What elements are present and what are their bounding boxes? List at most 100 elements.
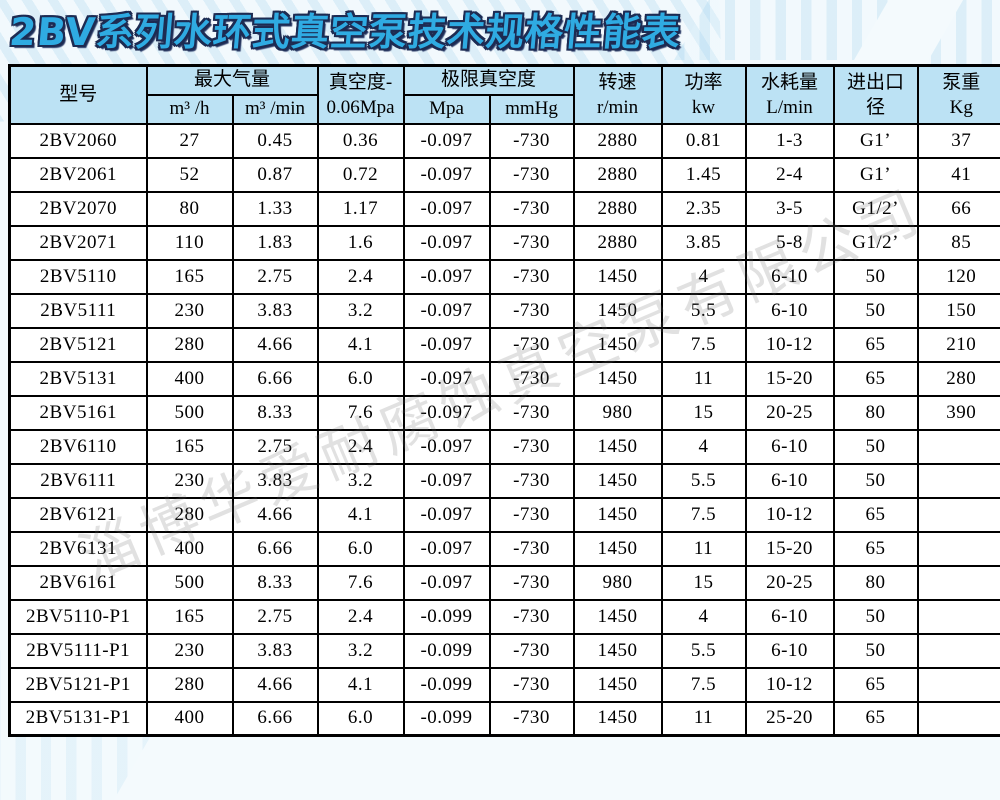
- value-cell: -730: [490, 226, 574, 260]
- model-cell: 2BV5121: [10, 328, 147, 362]
- value-cell: 6-10: [746, 600, 834, 634]
- value-cell: 1.83: [233, 226, 318, 260]
- value-cell: 8.33: [233, 396, 318, 430]
- value-cell: 4.66: [233, 328, 318, 362]
- value-cell: -0.097: [404, 294, 490, 328]
- value-cell: -0.097: [404, 430, 490, 464]
- value-cell: 7.5: [662, 328, 746, 362]
- value-cell: [918, 668, 1000, 702]
- value-cell: [918, 566, 1000, 600]
- header-power-line2: kw: [663, 95, 745, 120]
- value-cell: G1/2’: [834, 226, 918, 260]
- value-cell: 20-25: [746, 566, 834, 600]
- value-cell: 6.0: [318, 532, 404, 566]
- value-cell: 1450: [574, 702, 662, 736]
- value-cell: 3.2: [318, 294, 404, 328]
- value-cell: 110: [147, 226, 233, 260]
- value-cell: 50: [834, 294, 918, 328]
- value-cell: -730: [490, 430, 574, 464]
- value-cell: 7.5: [662, 498, 746, 532]
- header-vacuum-line2: 0.06Mpa: [319, 95, 403, 120]
- value-cell: -0.097: [404, 566, 490, 600]
- value-cell: 6.66: [233, 362, 318, 396]
- value-cell: 150: [918, 294, 1000, 328]
- value-cell: 8.33: [233, 566, 318, 600]
- value-cell: 15-20: [746, 532, 834, 566]
- background-stripes: [674, 0, 906, 60]
- value-cell: 1.33: [233, 192, 318, 226]
- value-cell: 3.2: [318, 464, 404, 498]
- header-port-line1: 进出口: [835, 70, 917, 95]
- value-cell: 25-20: [746, 702, 834, 736]
- value-cell: 80: [147, 192, 233, 226]
- value-cell: 980: [574, 566, 662, 600]
- value-cell: 10-12: [746, 328, 834, 362]
- value-cell: 50: [834, 464, 918, 498]
- value-cell: G1’: [834, 158, 918, 192]
- model-cell: 2BV5110-P1: [10, 600, 147, 634]
- header-m3h: m³ /h: [147, 95, 233, 124]
- value-cell: 1450: [574, 430, 662, 464]
- value-cell: 20-25: [746, 396, 834, 430]
- value-cell: 10-12: [746, 498, 834, 532]
- table-header: 型号 最大气量 真空度- 0.06Mpa 极限真空度 转速 r/min 功率 k…: [10, 66, 1000, 124]
- header-weight-line1: 泵重: [919, 70, 1000, 95]
- value-cell: 3.85: [662, 226, 746, 260]
- value-cell: 65: [834, 532, 918, 566]
- value-cell: -0.097: [404, 124, 490, 158]
- value-cell: -730: [490, 124, 574, 158]
- value-cell: 0.36: [318, 124, 404, 158]
- value-cell: 2.4: [318, 430, 404, 464]
- value-cell: 1450: [574, 260, 662, 294]
- value-cell: -0.099: [404, 668, 490, 702]
- value-cell: 3-5: [746, 192, 834, 226]
- value-cell: G1/2’: [834, 192, 918, 226]
- value-cell: 6.66: [233, 532, 318, 566]
- value-cell: 2.75: [233, 600, 318, 634]
- value-cell: 6.0: [318, 702, 404, 736]
- model-cell: 2BV5131: [10, 362, 147, 396]
- value-cell: -730: [490, 260, 574, 294]
- value-cell: 4: [662, 260, 746, 294]
- value-cell: -0.097: [404, 498, 490, 532]
- header-weight-line2: Kg: [919, 95, 1000, 120]
- value-cell: 85: [918, 226, 1000, 260]
- value-cell: 37: [918, 124, 1000, 158]
- value-cell: 0.87: [233, 158, 318, 192]
- header-water: 水耗量 L/min: [746, 66, 834, 124]
- value-cell: 50: [834, 634, 918, 668]
- value-cell: 11: [662, 702, 746, 736]
- value-cell: [918, 430, 1000, 464]
- value-cell: 50: [834, 430, 918, 464]
- value-cell: 7.6: [318, 566, 404, 600]
- value-cell: 4.1: [318, 668, 404, 702]
- value-cell: 1450: [574, 362, 662, 396]
- value-cell: 7.5: [662, 668, 746, 702]
- value-cell: -0.099: [404, 634, 490, 668]
- value-cell: 2880: [574, 192, 662, 226]
- value-cell: 1450: [574, 498, 662, 532]
- value-cell: 400: [147, 702, 233, 736]
- value-cell: 2880: [574, 226, 662, 260]
- value-cell: 400: [147, 362, 233, 396]
- value-cell: 165: [147, 260, 233, 294]
- value-cell: 4: [662, 430, 746, 464]
- value-cell: -730: [490, 158, 574, 192]
- value-cell: -0.097: [404, 362, 490, 396]
- model-cell: 2BV6111: [10, 464, 147, 498]
- model-cell: 2BV2071: [10, 226, 147, 260]
- value-cell: 210: [918, 328, 1000, 362]
- page-title: 2BV系列水环式真空泵技术规格性能表: [8, 1, 684, 56]
- model-cell: 2BV6121: [10, 498, 147, 532]
- value-cell: -730: [490, 668, 574, 702]
- model-cell: 2BV5131-P1: [10, 702, 147, 736]
- value-cell: 50: [834, 600, 918, 634]
- value-cell: 2880: [574, 158, 662, 192]
